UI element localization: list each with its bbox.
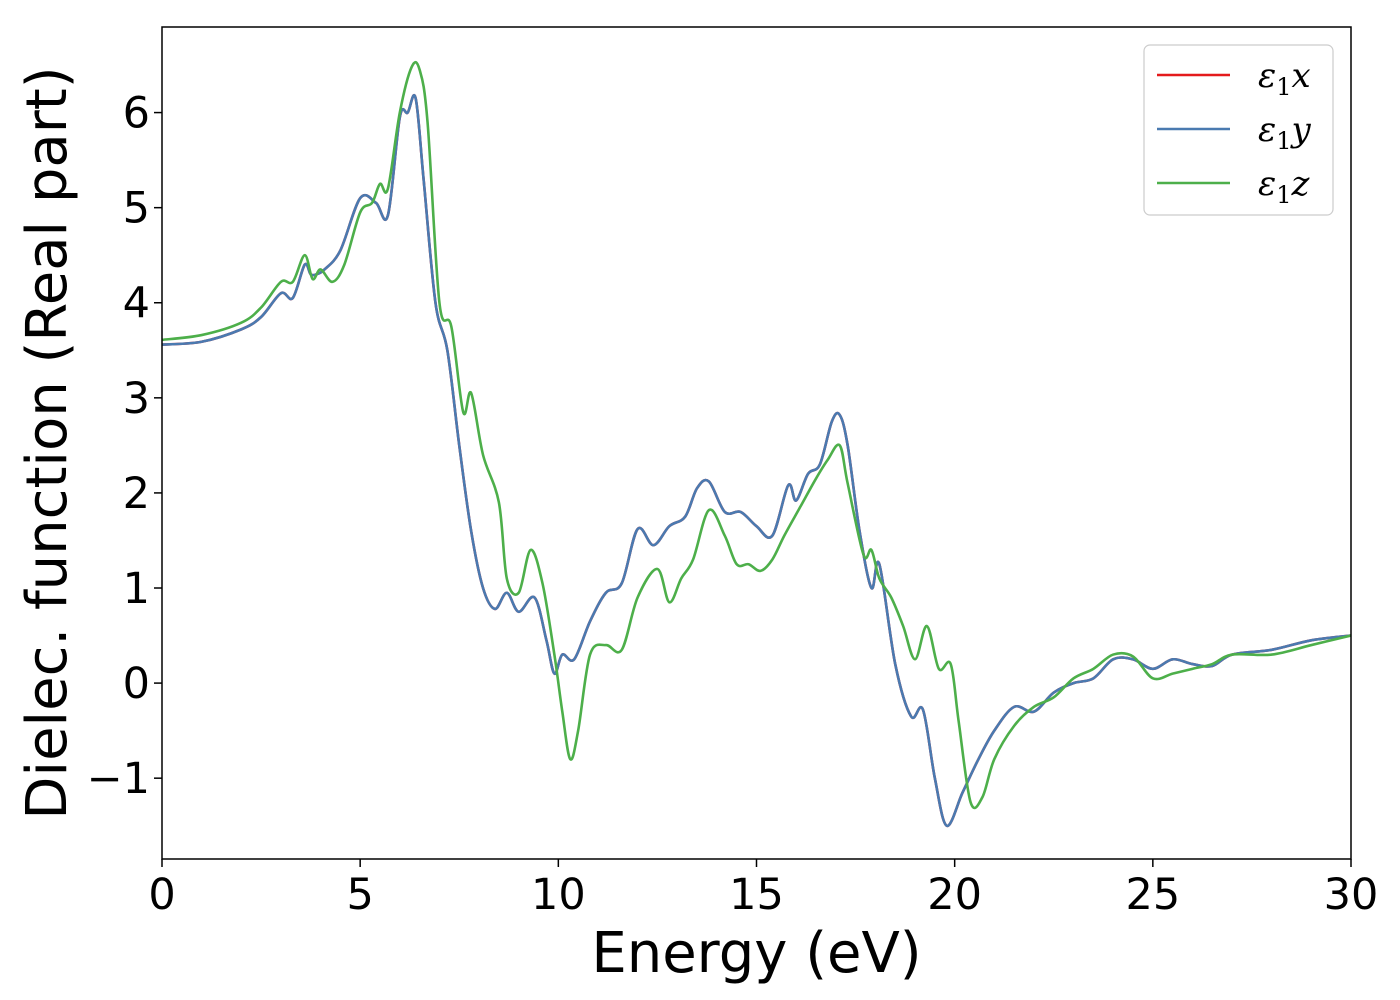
legend-item-y: ε1y xyxy=(1157,110,1312,155)
y-axis-ticks: −1 0 1 2 3 4 5 6 xyxy=(87,89,162,804)
x-tick-label: 30 xyxy=(1324,870,1379,920)
y-tick-label: 4 xyxy=(123,279,150,329)
legend-subscript: 1 xyxy=(1276,181,1291,209)
legend-variable: z xyxy=(1291,164,1311,204)
series-line-z xyxy=(162,60,1351,810)
y-tick-label: 1 xyxy=(123,564,150,614)
y-tick-label: 3 xyxy=(123,374,150,424)
y-tick-label: 6 xyxy=(123,89,150,139)
legend-label: ε1y xyxy=(1258,110,1312,155)
legend-label: ε1z xyxy=(1258,164,1311,209)
y-tick-label: 2 xyxy=(123,469,150,519)
y-axis-label: Dielec. function (Real part) xyxy=(15,66,80,819)
legend-subscript: 1 xyxy=(1276,127,1291,155)
x-tick-label: 15 xyxy=(729,870,784,920)
x-tick-label: 25 xyxy=(1125,870,1180,920)
legend-item-z: ε1z xyxy=(1157,164,1311,209)
legend-variable: y xyxy=(1290,110,1312,150)
legend-box xyxy=(1143,44,1334,216)
x-tick-label: 10 xyxy=(531,870,586,920)
legend-symbol: ε xyxy=(1258,56,1276,96)
series-line-y xyxy=(162,94,1351,828)
x-tick-label: 5 xyxy=(346,870,373,920)
x-axis-label: Energy (eV) xyxy=(591,921,921,986)
legend-symbol: ε xyxy=(1258,110,1276,150)
y-tick-label: 0 xyxy=(123,659,150,709)
legend-variable: x xyxy=(1292,56,1311,96)
x-tick-label: 0 xyxy=(148,870,175,920)
x-tick-label: 20 xyxy=(927,870,982,920)
x-axis-ticks: 0 5 10 15 20 25 30 xyxy=(148,859,1378,920)
legend-subscript: 1 xyxy=(1276,73,1291,101)
y-tick-label: −1 xyxy=(87,754,150,804)
legend-label: ε1x xyxy=(1258,56,1311,101)
legend-symbol: ε xyxy=(1258,164,1276,204)
y-tick-label: 5 xyxy=(123,184,150,234)
legend-item-x: ε1x xyxy=(1157,56,1311,101)
series-layer xyxy=(162,60,1351,828)
